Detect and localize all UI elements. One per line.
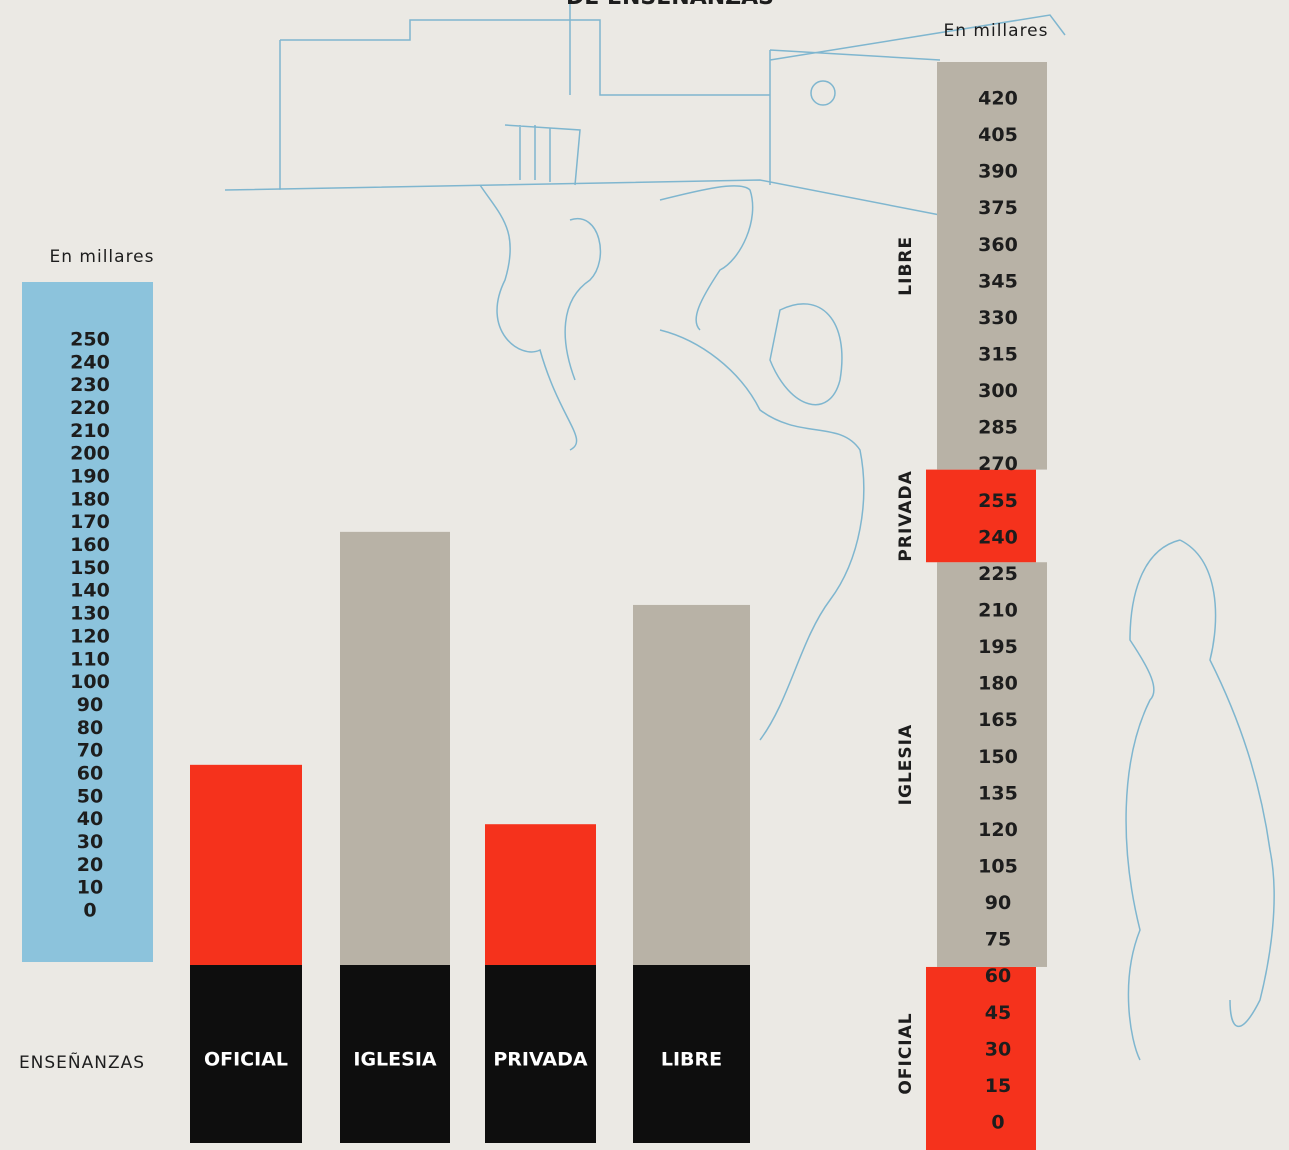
stack-tick-label: 30: [985, 1038, 1011, 1060]
scale-bar: [22, 282, 153, 962]
stack-tick-label: 390: [978, 161, 1018, 183]
segment-label: IGLESIA: [896, 724, 916, 805]
x-tick-label: IGLESIA: [353, 1049, 437, 1071]
stack-tick-label: 120: [978, 819, 1018, 841]
y-tick-label: 90: [77, 694, 103, 716]
x-tick-label: OFICIAL: [204, 1049, 288, 1071]
stack-tick-label: 105: [978, 856, 1018, 878]
stack-tick-label: 315: [978, 344, 1018, 366]
category-box: [633, 965, 750, 1143]
y-tick-label: 130: [70, 603, 110, 625]
y-tick-label: 30: [77, 831, 103, 853]
stack-tick-label: 375: [978, 197, 1018, 219]
stack-tick-label: 75: [985, 929, 1011, 951]
y-tick-label: 170: [70, 511, 110, 533]
category-box: [485, 965, 596, 1143]
y-axis-label: En millares: [50, 247, 155, 267]
bar: [633, 604, 750, 965]
chart-title: DE ENSEÑANZAS: [566, 0, 774, 10]
y-tick-label: 80: [77, 717, 103, 739]
y-tick-label: 50: [77, 785, 103, 807]
stack-tick-label: 285: [978, 417, 1018, 439]
stack-tick-label: 165: [978, 709, 1018, 731]
x-tick-label: LIBRE: [661, 1049, 722, 1071]
y-tick-label: 190: [70, 466, 110, 488]
bar: [340, 531, 450, 965]
stack-tick-label: 15: [985, 1075, 1011, 1097]
y-tick-label: 240: [70, 351, 110, 373]
stack-tick-label: 360: [978, 234, 1018, 256]
stack-tick-label: 225: [978, 563, 1018, 585]
y-tick-label: 100: [70, 671, 110, 693]
stack-tick-label: 255: [978, 490, 1018, 512]
stack-tick-label: 300: [978, 380, 1018, 402]
x-axis-label: ENSEÑANZAS: [19, 1051, 145, 1073]
stack-tick-label: 90: [985, 892, 1011, 914]
stack-tick-label: 195: [978, 636, 1018, 658]
y-tick-label: 150: [70, 557, 110, 579]
stack-tick-label: 150: [978, 746, 1018, 768]
stack-segment: [937, 62, 1047, 470]
category-box: [340, 965, 450, 1143]
stack-tick-label: 405: [978, 124, 1018, 146]
stack-tick-label: 60: [985, 965, 1011, 987]
bar: [485, 824, 596, 965]
y-tick-label: 110: [70, 648, 110, 670]
y-tick-label: 250: [70, 329, 110, 351]
stack-tick-label: 0: [991, 1112, 1004, 1134]
stack-tick-label: 345: [978, 270, 1018, 292]
y-tick-label: 230: [70, 374, 110, 396]
y-tick-label: 0: [83, 900, 96, 922]
y-tick-label: 180: [70, 488, 110, 510]
y-tick-label: 160: [70, 534, 110, 556]
stack-tick-label: 240: [978, 526, 1018, 548]
y-tick-label: 200: [70, 443, 110, 465]
stack-tick-label: 45: [985, 1002, 1011, 1024]
stack-segment: [937, 562, 1047, 967]
y-tick-label: 10: [77, 877, 103, 899]
category-box: [190, 965, 302, 1143]
stack-segment: [926, 966, 1036, 1150]
y-tick-label: 40: [77, 808, 103, 830]
stacked-column: En millares OFICIAL IGLESIA PRIVADA LIBRE 0 15…: [896, 21, 1049, 1150]
segment-label: LIBRE: [896, 236, 916, 296]
y-tick-label: 20: [77, 854, 103, 876]
stack-tick-label: 135: [978, 782, 1018, 804]
segment-label: PRIVADA: [896, 470, 916, 561]
stack-tick-label: 180: [978, 673, 1018, 695]
y-tick-label: 70: [77, 740, 103, 762]
y-tick-label: 210: [70, 420, 110, 442]
stack-tick-label: 210: [978, 600, 1018, 622]
y-tick-label: 120: [70, 625, 110, 647]
stack-tick-label: 330: [978, 307, 1018, 329]
stack-tick-label: 270: [978, 453, 1018, 475]
stack-axis-label: En millares: [944, 21, 1049, 41]
x-tick-label: PRIVADA: [493, 1049, 588, 1071]
bar: [190, 764, 302, 965]
stack-tick-label: 420: [978, 88, 1018, 110]
stack-segment: [926, 469, 1036, 563]
y-tick-label: 140: [70, 580, 110, 602]
segment-label: OFICIAL: [896, 1012, 916, 1094]
y-tick-label: 220: [70, 397, 110, 419]
sketch-drawing: [224, 0, 1275, 1061]
bar-chart: En millares01020304050607080901001101201…: [19, 247, 750, 1143]
y-tick-label: 60: [77, 762, 103, 784]
